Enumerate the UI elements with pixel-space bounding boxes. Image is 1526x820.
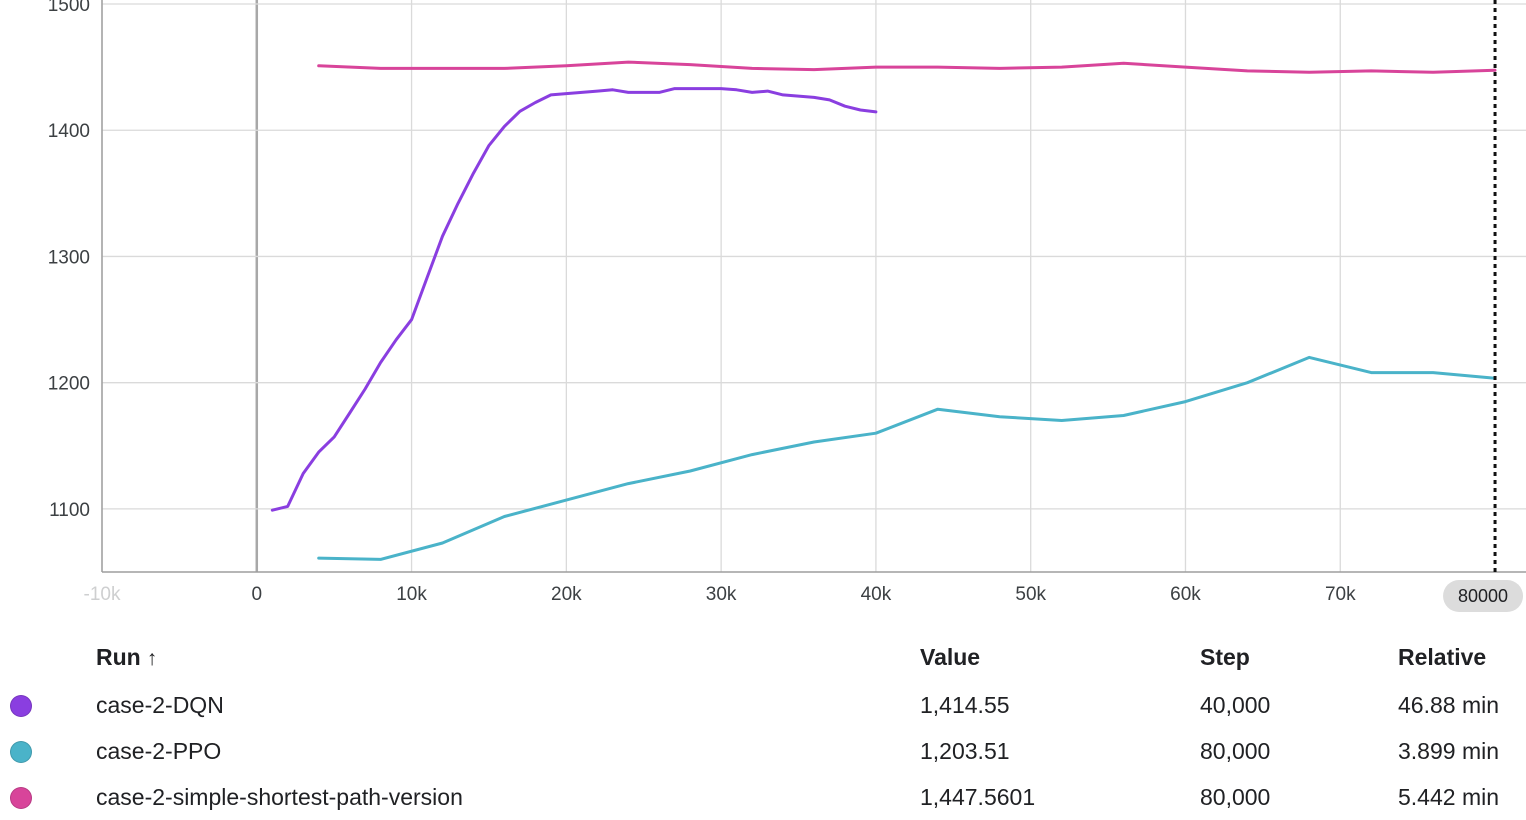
run-relative: 46.88 min (1398, 691, 1500, 718)
run-value: 1,203.51 (920, 737, 1010, 764)
legend-header-color (0, 632, 96, 682)
run-color-dot-ppo[interactable] (10, 741, 32, 764)
run-column-header[interactable]: Run ↑ (96, 632, 920, 682)
run-color-dot-dqn[interactable] (10, 695, 32, 718)
series-line-0[interactable] (270, 87, 878, 512)
series-line-2[interactable] (317, 60, 1497, 74)
legend-row-ppo[interactable]: case-2-PPO 1,203.51 80,000 3.899 min (0, 728, 1526, 774)
step-header-label: Step (1200, 643, 1250, 670)
run-name: case-2-PPO (96, 737, 222, 764)
value-column-header[interactable]: Value (920, 632, 1200, 682)
arrow-up-icon: ↑ (146, 646, 158, 670)
x-tick-label: 40k (861, 584, 892, 605)
run-step: 80,000 (1200, 737, 1271, 764)
relative-header-label: Relative (1398, 643, 1487, 670)
series-line-1[interactable] (317, 355, 1497, 561)
legend-dot-cell (0, 728, 96, 774)
x-tick-label: 70k (1325, 584, 1356, 605)
legend-row-dqn[interactable]: case-2-DQN 1,414.55 40,000 46.88 min (0, 682, 1526, 728)
x-tick-label: 20k (551, 584, 582, 605)
axes (101, 0, 1526, 573)
legend-row-shortest-path[interactable]: case-2-simple-shortest-path-version 1,44… (0, 774, 1526, 820)
grid-lines (101, 0, 1526, 572)
y-tick-label: 1500 (48, 0, 90, 16)
legend-dot-cell (0, 774, 96, 820)
runs-legend-table: Run ↑ Value Step Relative case-2-DQN 1,41… (0, 632, 1526, 820)
run-step: 40,000 (1200, 691, 1271, 718)
step-column-header[interactable]: Step (1200, 632, 1398, 682)
run-relative: 5.442 min (1398, 783, 1500, 810)
series-lines (270, 60, 1497, 561)
relative-column-header[interactable]: Relative (1398, 632, 1526, 682)
tick-labels: -10k 0 10k 20k 30k 40k 50k 60k 70k 1100 1200 1300 14… (48, 0, 1356, 605)
y-tick-label: 1400 (48, 121, 90, 142)
run-name: case-2-DQN (96, 691, 224, 718)
y-tick-label: 1100 (49, 500, 90, 521)
run-step: 80,000 (1200, 783, 1271, 810)
x-tick-label: -10k (84, 584, 121, 605)
hover-step-label: 80000 (1458, 586, 1508, 606)
hover-step-pill (1443, 580, 1524, 612)
run-name: case-2-simple-shortest-path-version (96, 783, 463, 810)
run-value: 1,414.55 (920, 691, 1010, 718)
x-tick-label: 0 (251, 584, 262, 605)
x-tick-label: 10k (396, 584, 427, 605)
x-tick-label: 50k (1015, 584, 1046, 605)
run-header-label: Run (96, 643, 141, 670)
run-color-dot-shortest-path[interactable] (10, 787, 32, 810)
run-relative: 3.899 min (1398, 737, 1500, 764)
legend-header-row: Run ↑ Value Step Relative (0, 632, 1526, 682)
x-tick-label: 60k (1170, 584, 1201, 605)
y-tick-label: 1300 (48, 247, 90, 268)
hover-step-indicator[interactable]: 80000 (1443, 0, 1524, 612)
value-header-label: Value (920, 643, 981, 670)
y-tick-label: 1200 (48, 374, 90, 395)
x-tick-label: 30k (706, 584, 737, 605)
run-value: 1,447.5601 (920, 783, 1036, 810)
line-chart[interactable]: -10k 0 10k 20k 30k 40k 50k 60k 70k 1100 1200 1300 14… (0, 0, 1526, 625)
legend-dot-cell (0, 682, 96, 728)
